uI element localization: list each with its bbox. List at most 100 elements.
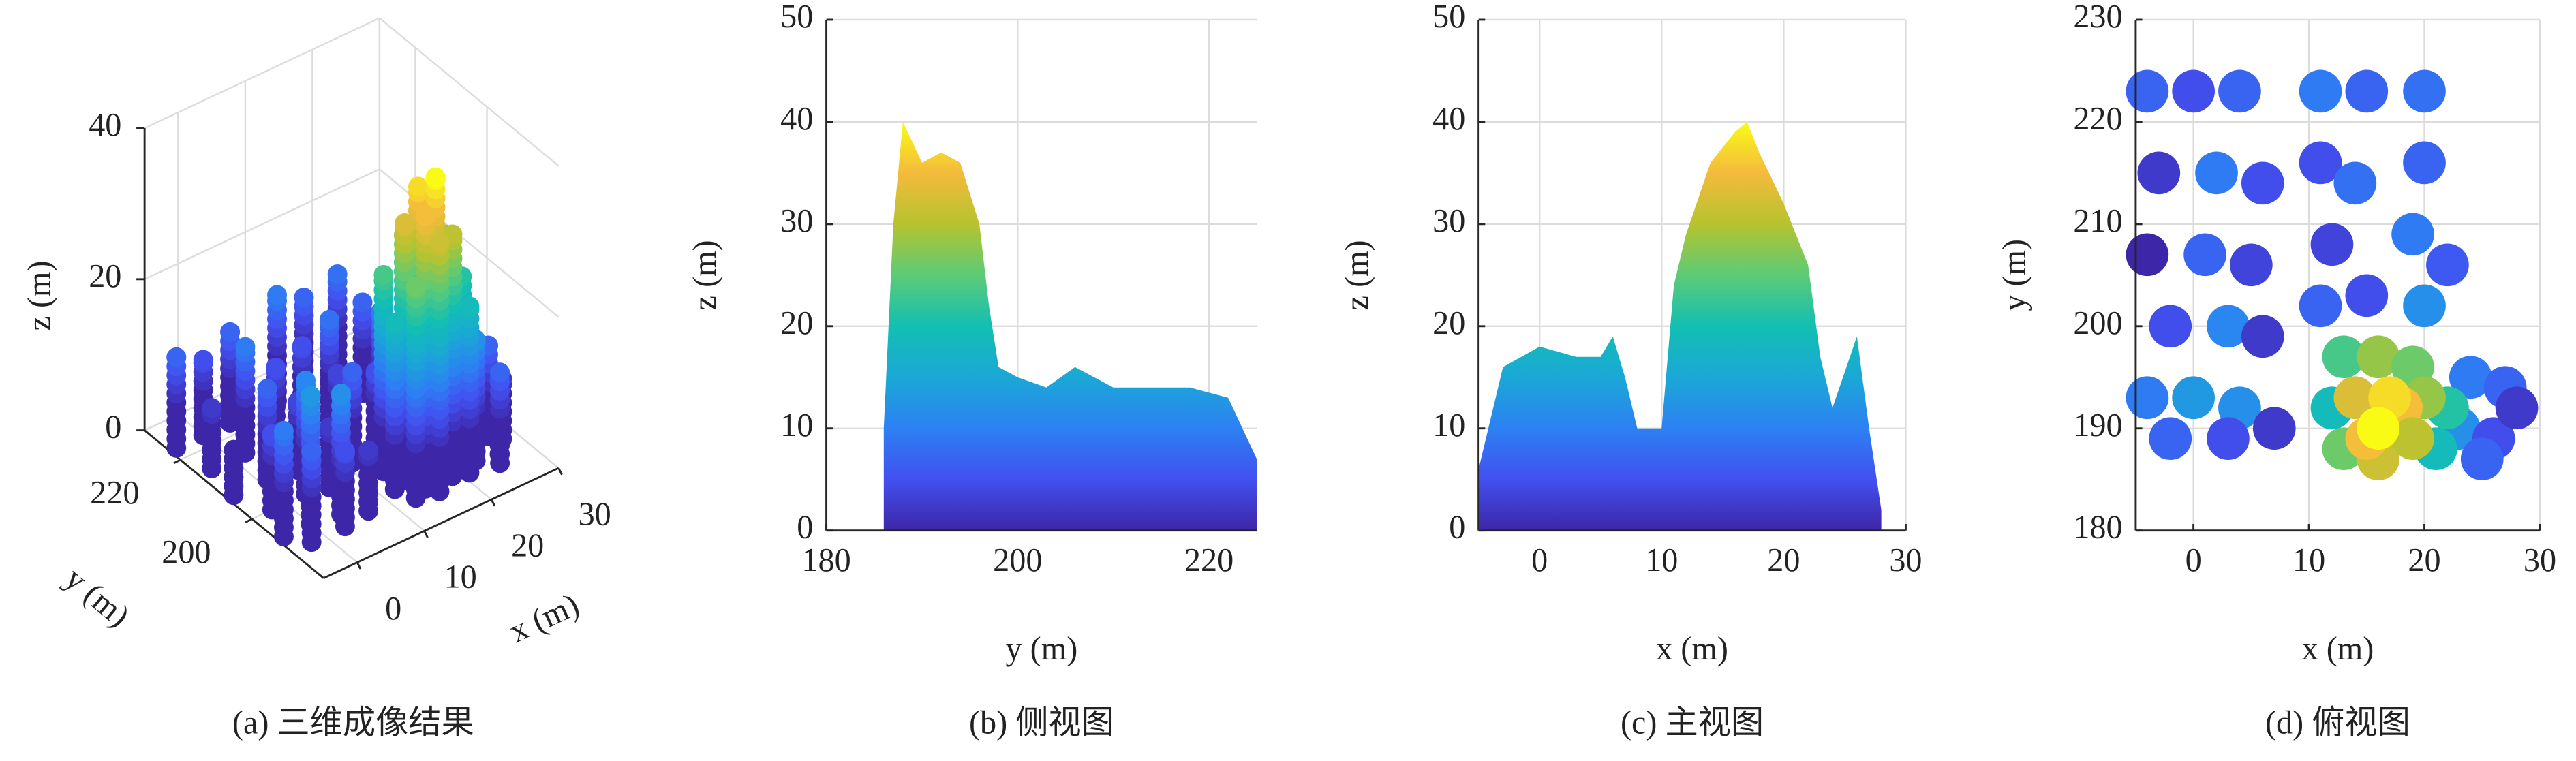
- y-tick-label: 30: [780, 203, 813, 239]
- x-tick-label: 30: [579, 496, 611, 532]
- point: [2403, 69, 2446, 113]
- x-tick-label: 20: [511, 528, 544, 564]
- y-tick-label: 20: [780, 305, 813, 341]
- point: [373, 264, 394, 285]
- point: [405, 276, 426, 296]
- point: [384, 313, 405, 333]
- point: [335, 441, 355, 461]
- point: [2172, 69, 2215, 113]
- point-column: [459, 296, 480, 483]
- point: [2495, 386, 2539, 430]
- point: [2460, 437, 2504, 481]
- point-column: [358, 440, 379, 521]
- y-tick-label: 230: [2073, 0, 2122, 35]
- point-column: [405, 276, 426, 508]
- y-tick-label: 0: [797, 510, 813, 546]
- point: [292, 336, 312, 356]
- x-axis-label: x (m): [504, 587, 584, 650]
- point: [224, 439, 244, 460]
- y-tick-label: 0: [1449, 510, 1465, 546]
- point: [2391, 417, 2434, 461]
- point: [408, 176, 428, 197]
- caption: (b) 侧视图: [969, 705, 1114, 741]
- point-column: [335, 441, 355, 537]
- x-axis-label: x (m): [2302, 631, 2374, 667]
- point: [2149, 417, 2192, 461]
- x-tick-label: 0: [1531, 542, 1548, 578]
- point: [301, 441, 322, 462]
- z-tick-label: 20: [89, 258, 121, 294]
- point: [327, 364, 348, 384]
- point: [2426, 243, 2469, 287]
- point-column: [220, 322, 241, 433]
- y-tick-label: 10: [1432, 407, 1465, 444]
- y-tick-label: 20: [1432, 305, 1465, 341]
- z-tick-label: 0: [105, 409, 121, 446]
- point: [2322, 335, 2365, 379]
- tick-mark: [356, 561, 362, 570]
- z-axis-label: z (m): [22, 260, 58, 330]
- point: [220, 322, 241, 342]
- x-tick-label: 10: [1645, 542, 1678, 578]
- point-column: [301, 441, 322, 553]
- point: [235, 337, 256, 357]
- z-tick-label: 40: [89, 107, 121, 143]
- point: [2252, 407, 2296, 450]
- point: [2195, 151, 2238, 195]
- point: [358, 440, 379, 461]
- x-axis-label: x (m): [1656, 631, 1728, 667]
- x-tick-label: 20: [2408, 542, 2440, 578]
- tick-mark: [557, 467, 563, 476]
- point: [2310, 223, 2354, 266]
- point: [2137, 151, 2181, 195]
- caption: (a) 三维成像结果: [232, 705, 474, 741]
- point: [2333, 161, 2377, 205]
- y-tick-label: 220: [2073, 101, 2122, 137]
- point: [2449, 356, 2492, 399]
- y-tick-label: 50: [1432, 0, 1465, 35]
- point-column: [202, 398, 222, 478]
- point: [342, 362, 363, 382]
- y-tick-label: 50: [780, 0, 813, 35]
- tick-mark: [245, 518, 253, 523]
- x-axis-label: y (m): [1006, 631, 1078, 667]
- point-column: [224, 439, 244, 506]
- point: [2149, 305, 2192, 348]
- y-tick-label: 200: [2073, 305, 2122, 341]
- point: [2207, 305, 2250, 348]
- point: [2299, 69, 2342, 113]
- point: [2403, 284, 2446, 328]
- point: [2345, 69, 2389, 113]
- tick-mark: [423, 530, 429, 538]
- grid-line: [144, 17, 380, 129]
- point: [395, 213, 415, 233]
- x-tick-label: 220: [1184, 542, 1233, 578]
- x-axis-line: [323, 467, 559, 579]
- point: [166, 347, 187, 367]
- point: [319, 309, 339, 330]
- x-tick-label: 30: [1889, 542, 1922, 578]
- point: [2391, 213, 2434, 256]
- point: [2218, 69, 2261, 113]
- point: [2345, 274, 2389, 317]
- y-tick-label: 190: [2073, 407, 2122, 444]
- point-column: [166, 347, 187, 458]
- tick-mark: [490, 499, 496, 507]
- y-axis-label: z (m): [1339, 240, 1375, 310]
- point: [459, 296, 480, 317]
- point: [2207, 417, 2250, 461]
- x-tick-label: 10: [444, 559, 477, 595]
- x-tick-label: 20: [1767, 542, 1800, 578]
- y-tick-label: 40: [780, 101, 813, 137]
- y-axis-label: y (m): [1996, 239, 2032, 311]
- tick-mark: [173, 459, 181, 465]
- point: [429, 232, 450, 252]
- point: [296, 371, 316, 391]
- point: [267, 285, 287, 305]
- point-column: [429, 232, 450, 501]
- x-tick-label: 180: [801, 542, 850, 578]
- point: [416, 206, 436, 227]
- point: [2241, 161, 2284, 205]
- y-tick-label: 180: [2073, 510, 2122, 546]
